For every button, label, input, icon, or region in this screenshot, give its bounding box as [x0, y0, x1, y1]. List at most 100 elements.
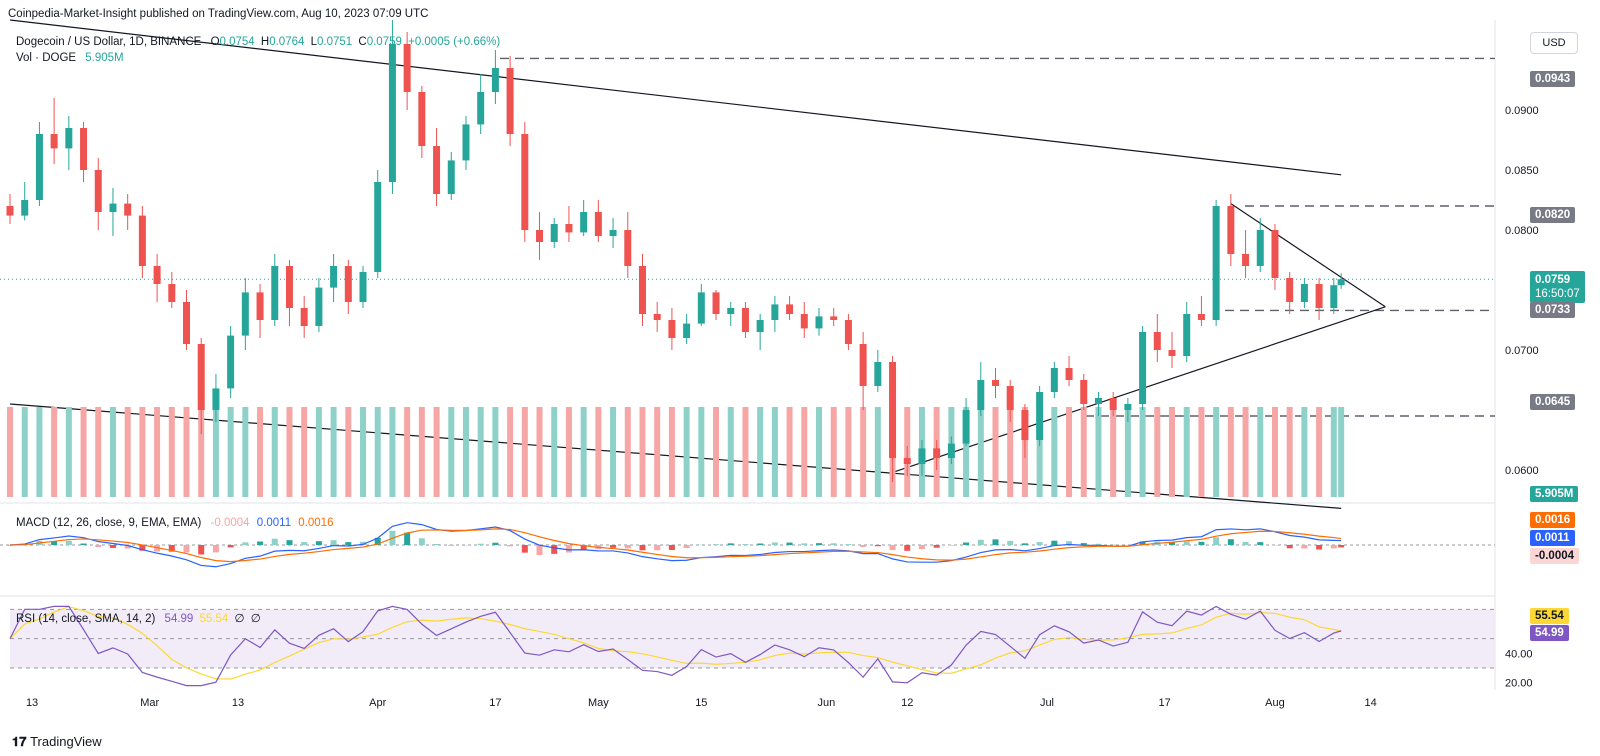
macd-histogram-bar: [257, 541, 264, 545]
candle-body: [300, 308, 308, 326]
candle-body: [1212, 206, 1220, 320]
volume-bar: [1330, 407, 1337, 497]
volume-bar: [801, 407, 808, 497]
macd-histogram-bar: [183, 545, 190, 553]
volume-bar: [830, 407, 837, 497]
volume-bar: [257, 407, 264, 497]
time-axis-tick: Aug: [1265, 697, 1285, 709]
volume-bar: [654, 407, 661, 497]
macd-histogram-bar: [7, 545, 13, 546]
time-axis-tick: 15: [695, 697, 707, 709]
macd-histogram-bar: [1080, 543, 1087, 545]
candle-body: [1153, 332, 1161, 350]
time-axis-tick: 17: [1159, 697, 1171, 709]
candle-body: [21, 200, 29, 216]
volume-bar: [360, 407, 367, 497]
macd-histogram-bar: [1227, 539, 1234, 545]
tradingview-logo[interactable]: 𝟏𝟕 TradingView: [12, 734, 102, 750]
low-label: L: [310, 36, 318, 48]
volume-bar: [1169, 407, 1176, 497]
volume-bar: [492, 407, 499, 497]
candle-body: [653, 314, 661, 320]
candle-body: [124, 203, 132, 216]
candle-body: [1021, 410, 1029, 440]
volume-bar: [1124, 407, 1131, 497]
price-axis-tick: 0.0700: [1505, 345, 1539, 357]
rsi-sma-tag: 55.54: [1530, 608, 1569, 624]
volume-bar: [771, 407, 778, 497]
macd-histogram-bar: [330, 540, 337, 545]
close-label: C: [358, 36, 367, 48]
macd-histogram-bar: [742, 544, 749, 545]
macd-histogram-bar: [1007, 540, 1014, 545]
candle-body: [1006, 386, 1014, 410]
volume-bar: [521, 407, 528, 497]
last-price-tag: 0.0759 16:50:07: [1530, 271, 1585, 303]
candle-body: [418, 92, 426, 146]
price-tag-0820: 0.0820: [1530, 207, 1576, 223]
candle-body: [1242, 254, 1250, 266]
candle-body: [756, 320, 764, 332]
macd-histogram-bar: [198, 545, 205, 555]
volume-bar: [7, 407, 13, 497]
macd-histogram-bar: [786, 542, 793, 545]
candle-body: [962, 410, 970, 444]
macd-histogram-bar: [168, 545, 175, 552]
time-axis-tick: 17: [489, 697, 501, 709]
candle-body: [697, 292, 705, 324]
macd-signal-tag: 0.0016: [1530, 512, 1576, 528]
macd-histogram-bar: [727, 543, 734, 545]
macd-histogram-bar: [448, 545, 455, 546]
volume-bar: [639, 407, 646, 497]
volume-bar: [1066, 407, 1073, 497]
volume-bar: [301, 407, 308, 497]
volume-bar: [183, 407, 190, 497]
volume-value: 5.905M: [85, 52, 124, 64]
candle-body: [521, 134, 529, 230]
time-axis-tick: 13: [26, 697, 38, 709]
macd-histogram-bar: [360, 541, 367, 545]
volume-bar: [565, 407, 572, 497]
trendline: [1230, 203, 1386, 308]
candle-body: [330, 266, 338, 288]
macd-histogram-bar: [992, 539, 999, 545]
rsi-sma-value: 55.54: [199, 613, 229, 625]
candle-body: [153, 266, 161, 284]
macd-signal-value: 0.0016: [298, 517, 334, 529]
candle-body: [6, 206, 14, 216]
rsi-extra-2: ∅: [250, 613, 261, 625]
open-label: O: [210, 36, 220, 48]
macd-line-tag: 0.0011: [1530, 530, 1575, 546]
candle-body: [1080, 380, 1088, 404]
macd-histogram-bar: [271, 538, 278, 545]
volume-bar: [845, 407, 852, 497]
volume-bar: [36, 407, 43, 497]
price-tag-0943: 0.0943: [1530, 71, 1576, 87]
high-label: H: [260, 36, 270, 48]
macd-histogram-bar: [1301, 545, 1308, 549]
macd-histogram-bar: [139, 545, 146, 551]
volume-bar: [286, 407, 293, 497]
symbol-name[interactable]: Dogecoin / US Dollar, 1D, BINANCE: [16, 36, 202, 48]
macd-histogram-bar: [1066, 541, 1073, 545]
macd-histogram-bar: [345, 542, 352, 545]
macd-histogram-bar: [771, 542, 778, 545]
volume-bar: [1213, 407, 1220, 497]
macd-histogram-bar: [815, 543, 822, 545]
candle-body: [889, 362, 897, 458]
macd-histogram-bar: [374, 537, 381, 545]
macd-histogram-bar: [1095, 543, 1102, 545]
macd-histogram-bar: [639, 545, 646, 551]
ohlc-legend: Dogecoin / US Dollar, 1D, BINANCE O0.075…: [16, 36, 500, 48]
currency-button[interactable]: USD: [1530, 32, 1578, 54]
macd-legend: MACD (12, 26, close, 9, EMA, EMA) -0.000…: [16, 517, 333, 529]
volume-bar: [80, 407, 87, 497]
volume-bar: [1301, 407, 1308, 497]
candle-body: [1197, 314, 1205, 320]
volume-bar: [1080, 407, 1087, 497]
volume-bar: [624, 407, 631, 497]
rsi-label[interactable]: RSI (14, close, SMA, 14, 2): [16, 613, 156, 625]
macd-label[interactable]: MACD (12, 26, close, 9, EMA, EMA): [16, 517, 202, 529]
candle-body: [35, 134, 43, 200]
